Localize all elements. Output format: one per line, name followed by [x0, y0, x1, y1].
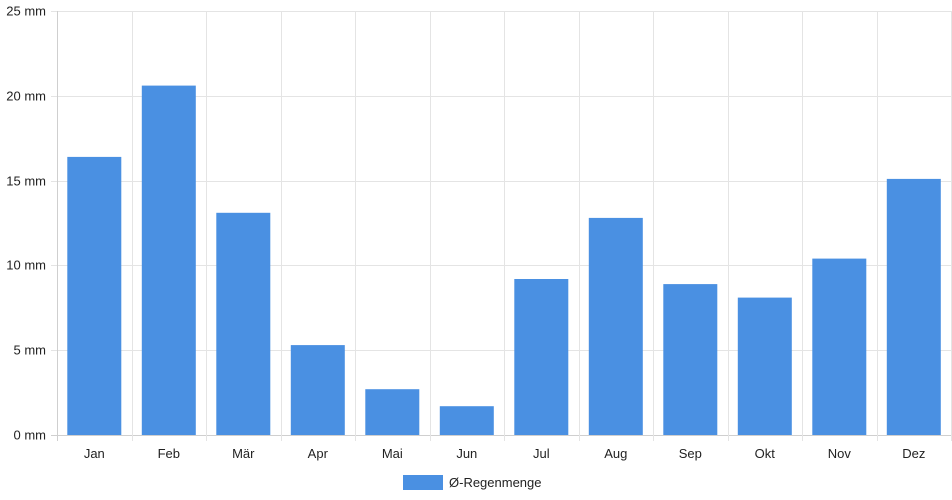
- x-tick-label: Dez: [902, 446, 925, 461]
- y-tick-label: 25 mm: [6, 4, 46, 19]
- bar-Apr[interactable]: [290, 345, 345, 435]
- bar-Dez[interactable]: [886, 178, 941, 435]
- x-tick-label: Apr: [308, 446, 329, 461]
- bars: [67, 85, 941, 435]
- x-tick-label: Jul: [533, 446, 550, 461]
- bar-Jun[interactable]: [439, 406, 494, 435]
- x-tick-label: Nov: [828, 446, 852, 461]
- y-tick-label: 10 mm: [6, 258, 46, 273]
- bar-Aug[interactable]: [588, 217, 643, 435]
- y-tick-label: 5 mm: [14, 343, 47, 358]
- bar-Nov[interactable]: [812, 258, 867, 435]
- x-tick-label: Sep: [679, 446, 702, 461]
- x-tick-label: Jun: [456, 446, 477, 461]
- legend[interactable]: Ø-Regenmenge: [403, 475, 542, 490]
- legend-label[interactable]: Ø-Regenmenge: [449, 475, 542, 490]
- gridlines: [51, 11, 952, 441]
- x-tick-label: Feb: [158, 446, 180, 461]
- x-tick-label: Mai: [382, 446, 403, 461]
- bar-Jan[interactable]: [67, 156, 122, 435]
- x-axis: Jan Feb Mär Apr Mai Jun Jul Aug Sep Okt Nov Dez: [84, 446, 926, 461]
- bar-Feb[interactable]: [141, 85, 196, 435]
- y-tick-label: 0 mm: [14, 428, 47, 443]
- bar-Okt[interactable]: [737, 297, 792, 435]
- y-axis: 0 mm 5 mm 10 mm 15 mm 20 mm 25 mm: [6, 4, 46, 443]
- x-tick-label: Jan: [84, 446, 105, 461]
- bar-Sep[interactable]: [663, 284, 718, 435]
- x-tick-label: Okt: [755, 446, 776, 461]
- x-tick-label: Mär: [232, 446, 255, 461]
- bar-Jul[interactable]: [514, 279, 569, 435]
- bar-Mär[interactable]: [216, 212, 271, 435]
- y-tick-label: 15 mm: [6, 174, 46, 189]
- legend-swatch[interactable]: [403, 475, 443, 490]
- y-tick-label: 20 mm: [6, 89, 46, 104]
- x-tick-label: Aug: [604, 446, 627, 461]
- bar-Mai[interactable]: [365, 389, 420, 435]
